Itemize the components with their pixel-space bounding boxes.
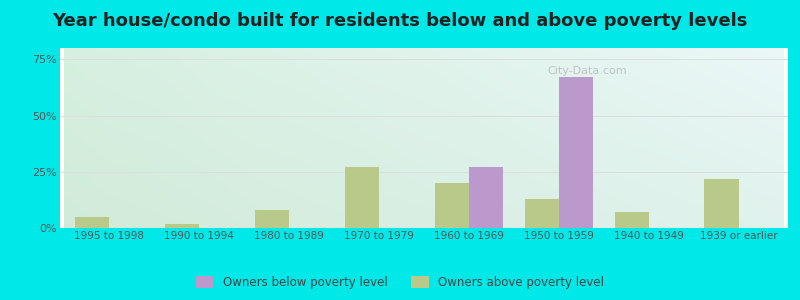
Text: Year house/condo built for residents below and above poverty levels: Year house/condo built for residents bel… [52,12,748,30]
Bar [255,210,289,228]
Bar [614,212,649,228]
Bar [469,167,503,228]
Bar [705,178,738,228]
Bar [165,224,199,228]
Text: City-Data.com: City-Data.com [548,66,627,76]
Bar [434,183,469,228]
Bar [345,167,379,228]
Legend: Owners below poverty level, Owners above poverty level: Owners below poverty level, Owners above… [191,272,609,294]
Bar [75,217,110,228]
Bar [525,199,559,228]
Bar [559,77,593,228]
